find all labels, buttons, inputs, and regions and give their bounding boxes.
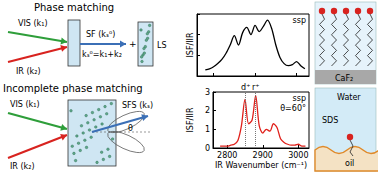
svg-text:IR Wavenumber (cm⁻¹): IR Wavenumber (cm⁻¹) bbox=[215, 161, 307, 170]
svg-text:0: 0 bbox=[205, 144, 210, 153]
svg-text:3000: 3000 bbox=[288, 151, 308, 160]
svg-text:ssp: ssp bbox=[293, 16, 306, 25]
svg-text:1: 1 bbox=[205, 125, 210, 134]
svg-text:IR (k₂): IR (k₂) bbox=[10, 162, 35, 171]
svg-text:Incomplete phase matching: Incomplete phase matching bbox=[3, 83, 143, 94]
svg-text:3: 3 bbox=[205, 88, 210, 97]
svg-text:2900: 2900 bbox=[253, 151, 273, 160]
svg-text:+: + bbox=[129, 39, 137, 49]
svg-text:kₛ⁰=k₁+k₂: kₛ⁰=k₁+k₂ bbox=[82, 50, 122, 59]
svg-text:ssp: ssp bbox=[293, 94, 306, 103]
svg-text:2: 2 bbox=[205, 106, 210, 115]
svg-text:θ=60°: θ=60° bbox=[280, 104, 306, 113]
svg-text:Phase matching: Phase matching bbox=[34, 2, 114, 13]
svg-text:ISF/IIR: ISF/IIR bbox=[186, 107, 195, 132]
svg-text:SFS (kₛ): SFS (kₛ) bbox=[122, 101, 153, 110]
svg-text:LS: LS bbox=[157, 41, 167, 50]
svg-text:ISF/IIR: ISF/IIR bbox=[186, 32, 195, 57]
svg-text:r⁺: r⁺ bbox=[252, 83, 260, 92]
svg-text:VIS (k₁): VIS (k₁) bbox=[18, 19, 48, 28]
svg-text:IR (k₂): IR (k₂) bbox=[16, 67, 41, 76]
svg-text:CaF₂: CaF₂ bbox=[335, 74, 353, 83]
svg-text:SDS: SDS bbox=[322, 116, 338, 125]
svg-text:Water: Water bbox=[337, 93, 361, 102]
svg-text:oil: oil bbox=[345, 159, 354, 168]
svg-text:2800: 2800 bbox=[217, 151, 237, 160]
svg-text:d⁺: d⁺ bbox=[241, 83, 250, 92]
svg-text:θ: θ bbox=[128, 124, 133, 133]
svg-text:SF (kₛ⁰): SF (kₛ⁰) bbox=[86, 30, 115, 39]
svg-text:VIS (k₁): VIS (k₁) bbox=[10, 100, 40, 109]
